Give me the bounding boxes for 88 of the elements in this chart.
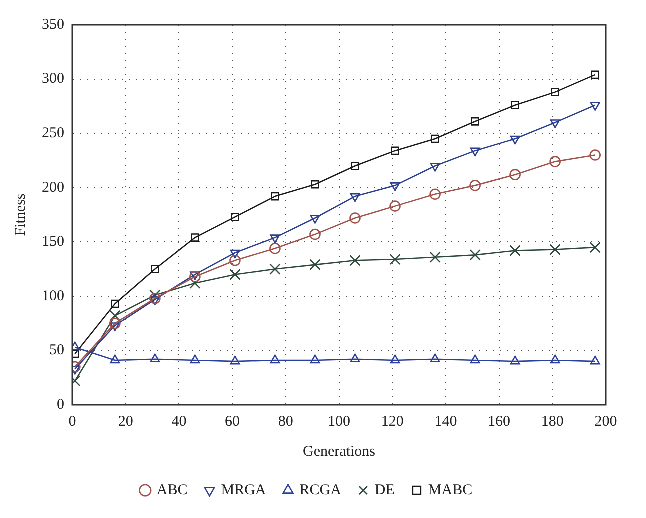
legend-label: DE [374, 482, 395, 498]
point [390, 354, 400, 364]
point [430, 162, 440, 172]
x-tick-label: 160 [488, 414, 511, 430]
point [551, 88, 560, 96]
point [430, 252, 441, 263]
point [270, 234, 280, 244]
x-tick-label: 60 [225, 414, 240, 430]
y-tick-label: 0 [57, 396, 64, 413]
point [350, 212, 361, 224]
point [150, 354, 160, 363]
point [190, 272, 200, 280]
x-tick-label: 180 [541, 414, 564, 430]
point [351, 162, 360, 170]
point [510, 245, 521, 256]
point [110, 310, 121, 322]
point [470, 354, 480, 364]
legend-label: MABC [428, 482, 473, 498]
point [430, 354, 440, 363]
point [310, 215, 320, 224]
point [390, 182, 400, 192]
point [231, 212, 240, 222]
x-tick-label: 0 [68, 414, 76, 430]
point [110, 300, 120, 308]
point [550, 244, 561, 256]
point [550, 156, 561, 168]
point [150, 292, 161, 304]
point [110, 318, 121, 330]
point [310, 354, 320, 364]
y-tick-label: 150 [42, 234, 64, 250]
y-axis-title: Fitness [12, 194, 29, 236]
point [72, 350, 80, 358]
legend-label: MRGA [221, 482, 266, 498]
point [311, 180, 320, 189]
y-tick-label: 100 [42, 288, 64, 304]
point [310, 228, 321, 240]
point [230, 356, 240, 365]
point [510, 169, 521, 180]
x-tick-label: 200 [594, 414, 618, 430]
point [590, 150, 601, 161]
point [470, 148, 480, 157]
point [310, 259, 321, 271]
y-tick-label: 350 [42, 16, 64, 33]
point [350, 255, 361, 266]
point [151, 265, 160, 274]
point [470, 250, 481, 261]
point [590, 356, 600, 365]
legend-label: RCGA [300, 482, 342, 498]
point [230, 269, 241, 280]
point [550, 120, 560, 128]
y-tick-label: 300 [42, 71, 64, 88]
x-tick-label: 20 [118, 414, 134, 430]
point [271, 192, 280, 201]
point [190, 354, 200, 364]
point [350, 193, 360, 202]
y-tick-label: 50 [50, 342, 64, 359]
point [510, 136, 520, 145]
x-tick-label: 40 [172, 414, 187, 430]
point [350, 354, 360, 363]
y-tick-label: 250 [42, 126, 64, 142]
x-tick-label: 140 [434, 414, 458, 430]
point [270, 264, 281, 275]
point [510, 356, 520, 365]
point [390, 200, 401, 212]
point [190, 278, 201, 289]
x-axis-title: Generations [303, 444, 376, 460]
point [270, 243, 281, 254]
point [110, 354, 120, 364]
point [230, 250, 240, 259]
point [590, 242, 601, 254]
point [431, 134, 440, 144]
point [230, 254, 241, 266]
point [470, 180, 481, 192]
x-tick-label: 100 [328, 414, 350, 430]
legend-label: ABC [156, 482, 188, 498]
y-tick-label: 200 [42, 180, 64, 196]
point [471, 117, 480, 126]
x-tick-label: 120 [381, 414, 404, 430]
point [270, 354, 280, 364]
point [550, 354, 560, 364]
point [430, 188, 441, 200]
point [511, 101, 520, 110]
point [390, 254, 401, 266]
point [591, 70, 600, 80]
point [391, 146, 400, 156]
x-tick-label: 80 [278, 414, 294, 430]
point [191, 234, 200, 242]
point [590, 102, 600, 111]
